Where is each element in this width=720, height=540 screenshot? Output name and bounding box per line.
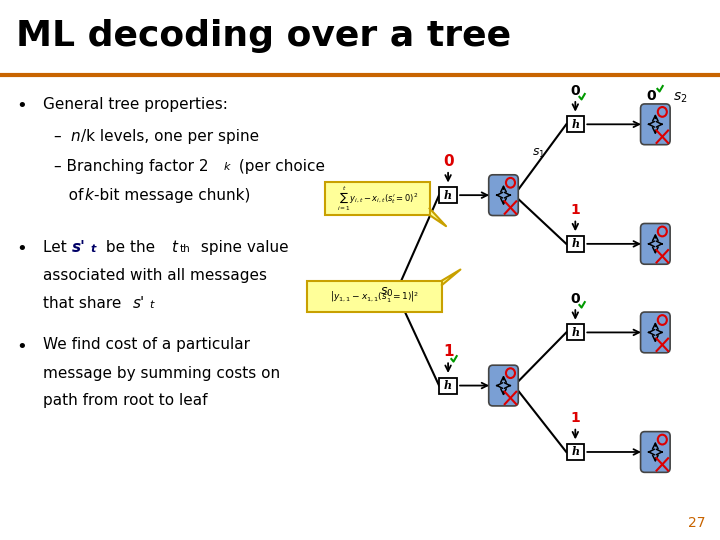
Text: 27: 27	[688, 516, 706, 530]
Text: (per choice: (per choice	[234, 159, 325, 174]
FancyBboxPatch shape	[641, 104, 670, 145]
Text: $s_0$: $s_0$	[379, 286, 393, 299]
Text: s': s'	[133, 296, 145, 311]
Text: spine value: spine value	[196, 240, 289, 255]
Text: be the: be the	[101, 240, 160, 255]
Text: 1: 1	[570, 203, 580, 217]
Text: •: •	[16, 338, 27, 355]
Text: Let: Let	[43, 240, 72, 255]
Text: 0: 0	[570, 292, 580, 306]
Polygon shape	[430, 208, 446, 226]
Text: of: of	[54, 188, 89, 203]
FancyBboxPatch shape	[439, 187, 456, 203]
Text: $s_1$: $s_1$	[532, 146, 545, 160]
Text: /k levels, one per spine: /k levels, one per spine	[81, 129, 259, 144]
FancyBboxPatch shape	[567, 444, 584, 460]
Text: $\sum_{i=1}^{t}y_{i,t}-x_{i,t}(s_t^{\prime}=0)^2$: $\sum_{i=1}^{t}y_{i,t}-x_{i,t}(s_t^{\pri…	[336, 184, 418, 213]
Text: path from root to leaf: path from root to leaf	[43, 393, 207, 408]
FancyBboxPatch shape	[489, 175, 518, 215]
Text: h: h	[571, 119, 580, 130]
Text: General tree properties:: General tree properties:	[43, 97, 228, 112]
Polygon shape	[442, 269, 460, 285]
FancyBboxPatch shape	[641, 312, 670, 353]
Text: h: h	[444, 380, 452, 391]
FancyBboxPatch shape	[489, 365, 518, 406]
Text: t: t	[150, 300, 154, 310]
FancyBboxPatch shape	[567, 116, 584, 132]
FancyBboxPatch shape	[307, 281, 442, 313]
Text: 0: 0	[570, 84, 580, 98]
FancyBboxPatch shape	[439, 377, 456, 394]
Text: – Branching factor 2: – Branching factor 2	[54, 159, 209, 174]
Text: h: h	[571, 447, 580, 457]
Text: th: th	[180, 244, 191, 254]
Text: s': s'	[72, 240, 86, 255]
Text: associated with all messages: associated with all messages	[43, 268, 267, 284]
Text: 0: 0	[443, 153, 454, 168]
Text: k: k	[223, 162, 230, 172]
Text: •: •	[16, 240, 27, 258]
FancyBboxPatch shape	[567, 236, 584, 252]
Text: h: h	[571, 327, 580, 338]
FancyBboxPatch shape	[325, 182, 430, 215]
Text: h: h	[444, 190, 452, 201]
Text: •: •	[16, 97, 27, 115]
Text: t: t	[91, 244, 96, 254]
Text: -bit message chunk): -bit message chunk)	[94, 188, 250, 203]
Text: that share: that share	[43, 296, 127, 311]
Text: We find cost of a particular: We find cost of a particular	[43, 338, 251, 353]
Text: 1: 1	[570, 411, 580, 426]
FancyBboxPatch shape	[641, 431, 670, 472]
Text: $s_2$: $s_2$	[672, 91, 687, 105]
FancyBboxPatch shape	[567, 325, 584, 340]
Text: ML decoding over a tree: ML decoding over a tree	[16, 19, 511, 53]
Text: n: n	[71, 129, 80, 144]
Text: h: h	[571, 238, 580, 249]
FancyBboxPatch shape	[641, 224, 670, 264]
Text: $\left|y_{1,1}-x_{1,1}(s_1^{\prime}=1)\right|^2$: $\left|y_{1,1}-x_{1,1}(s_1^{\prime}=1)\r…	[330, 289, 419, 304]
Text: 1: 1	[443, 344, 454, 359]
Text: –: –	[54, 129, 66, 144]
Text: 0: 0	[647, 89, 656, 103]
Text: message by summing costs on: message by summing costs on	[43, 366, 280, 381]
Text: k: k	[85, 188, 94, 203]
Text: t: t	[171, 240, 177, 255]
